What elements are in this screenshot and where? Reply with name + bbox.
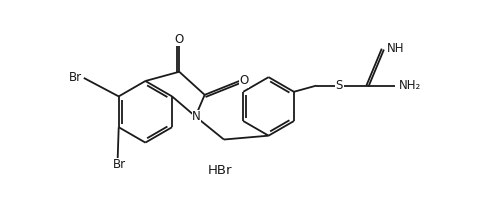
Text: NH: NH <box>386 42 404 55</box>
Text: NH₂: NH₂ <box>399 79 421 92</box>
Text: O: O <box>175 33 184 46</box>
Text: Br: Br <box>113 158 126 171</box>
Text: O: O <box>239 75 248 88</box>
Text: Br: Br <box>69 71 82 84</box>
Text: S: S <box>336 79 343 92</box>
Text: HBr: HBr <box>208 164 232 177</box>
Text: N: N <box>192 110 201 123</box>
